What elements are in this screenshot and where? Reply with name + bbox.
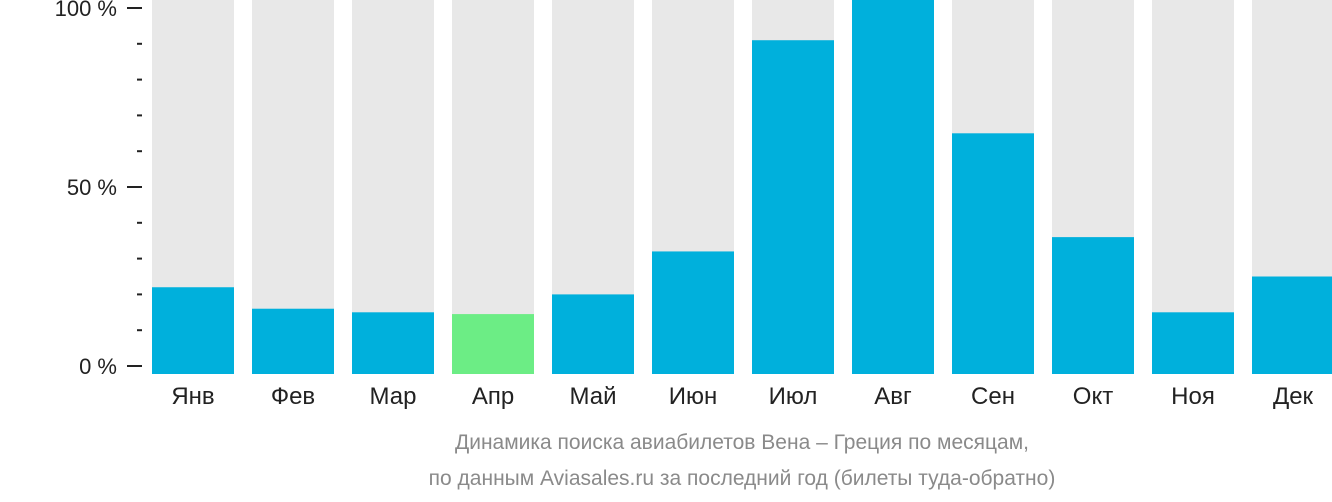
y-axis <box>127 7 142 367</box>
bar <box>452 314 534 374</box>
y-tick-label: 50 % <box>67 175 117 200</box>
x-tick-labels: Янв Фев Мар Апр Май Июн Июл Авг Сен Окт Ноя Дек <box>171 383 1313 410</box>
x-tick-label: Ноя <box>1171 383 1215 410</box>
x-tick-label: Апр <box>472 383 514 410</box>
bar <box>652 251 734 374</box>
background-bar <box>452 0 534 374</box>
bar <box>952 133 1034 374</box>
x-tick-label: Сен <box>971 383 1015 410</box>
y-tick-labels: 100 % 50 % 0 % <box>55 0 117 379</box>
bar <box>1052 237 1134 374</box>
bar <box>252 308 334 374</box>
bar <box>1252 276 1332 374</box>
x-tick-label: Мар <box>370 383 417 410</box>
x-tick-label: Май <box>569 383 616 410</box>
bar <box>552 294 634 374</box>
x-tick-label: Авг <box>874 383 912 410</box>
bar <box>152 287 234 374</box>
x-tick-label: Окт <box>1073 383 1113 410</box>
y-tick-label: 0 % <box>79 354 117 379</box>
bar <box>752 40 834 374</box>
x-tick-label: Дек <box>1273 383 1314 410</box>
y-tick-label: 100 % <box>55 0 117 21</box>
x-tick-label: Фев <box>271 383 315 410</box>
x-tick-label: Янв <box>171 383 214 410</box>
bar <box>352 312 434 374</box>
chart-caption-line-1: Динамика поиска авиабилетов Вена – Греци… <box>455 431 1029 454</box>
background-bar <box>352 0 434 374</box>
data-bars <box>152 0 1332 374</box>
x-tick-label: Июл <box>769 383 818 410</box>
chart-caption-line-2: по данным Aviasales.ru за последний год … <box>428 467 1056 490</box>
background-bar <box>1152 0 1234 374</box>
bar <box>852 0 934 374</box>
x-tick-label: Июн <box>669 383 718 410</box>
bar <box>1152 312 1234 374</box>
bar-chart: 100 % 50 % 0 % Янв Фев Мар Апр Май Июн Июл Авг Сен… <box>55 0 1332 410</box>
